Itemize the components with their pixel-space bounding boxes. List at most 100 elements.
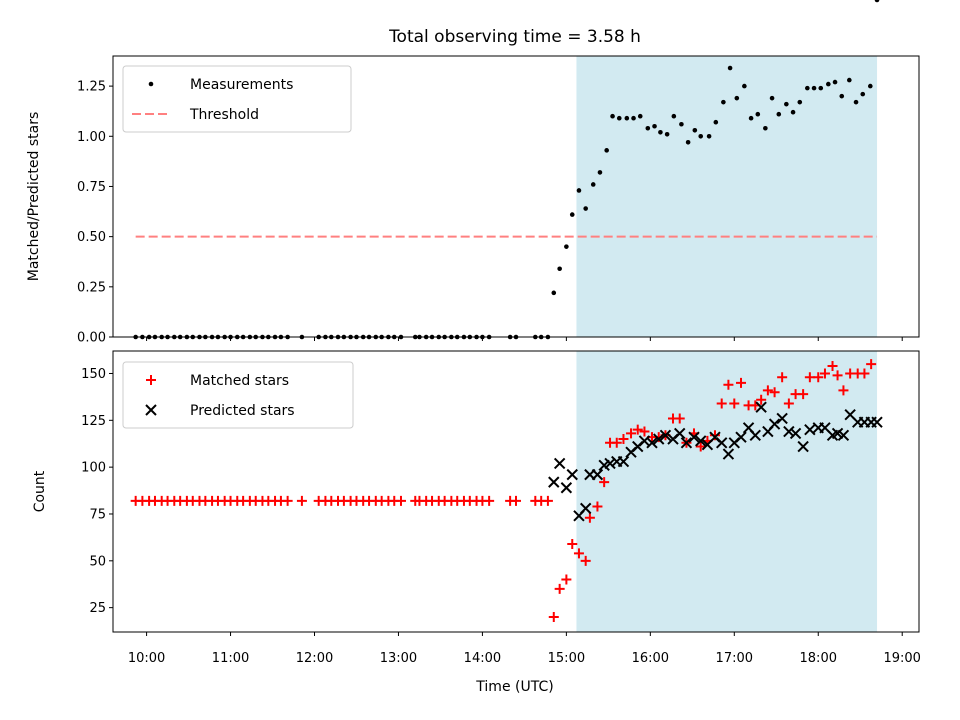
measurement-point [797,99,803,105]
y-tick-label: 0.50 [77,230,106,245]
x-tick-label: 16:00 [632,651,669,666]
matched-star-point [804,372,815,383]
predicted-star-point [755,401,767,413]
predicted-star-point [783,425,795,438]
matched-star-point [695,441,706,452]
predicted-star-point [688,431,700,443]
measurement-point [874,0,880,3]
y-tick-label: 1.25 [77,80,106,95]
predicted-star-point [548,476,560,488]
measurement-point [631,115,636,121]
measurement-point [790,109,796,115]
plot-frame [112,350,920,633]
matched-star-point [769,387,780,398]
measurement-point [551,290,557,296]
x-tick-label: 18:00 [800,651,837,666]
y-tick-label: 125 [81,414,106,429]
matched-star-point [653,432,664,443]
legend-label: Threshold [189,107,259,123]
matched-star-point [395,495,406,506]
matched-star-point [674,413,685,424]
y-tick-label: 100 [81,461,106,476]
measurement-point [742,83,747,89]
predicted-star-point [604,457,616,470]
predicted-star-point [560,482,573,494]
measurement-point [604,148,609,153]
legend-label: Measurements [190,77,293,93]
legend-marker [148,81,154,87]
matched-star-point [756,394,767,405]
measurement-point [597,170,603,175]
count-panel: 25 50 75 100 125 150 10:00 11:00 12:00 13:00 14:00… [32,351,921,666]
observing-window-span [576,56,878,337]
measurement-point [706,133,712,139]
measurement-point [658,129,663,135]
y-tick-label: 150 [81,367,106,382]
x-tick-label: 14:00 [464,651,501,666]
predicted-star-point [776,412,788,425]
measurement-point [860,91,866,97]
measurement-point [616,115,622,121]
matched-star-point [599,477,610,488]
legend-box [122,65,352,133]
y-tick-label: 0.00 [77,331,106,346]
predicted-star-point [566,468,578,481]
predicted-star-point [617,455,630,468]
matched-star-point [626,428,637,439]
y-tick-label: 1.00 [77,130,106,145]
matched-star-point [554,583,565,594]
measurement-point [637,113,643,119]
matched-star-point [542,495,553,506]
matched-star-point [813,372,824,383]
x-tick-label: 11:00 [212,651,249,666]
matched-star-point [511,495,521,506]
observing-window-span [576,351,878,632]
legend: Measurements Threshold [122,65,352,133]
measurement-point [826,81,831,87]
predicted-star-point [653,433,665,445]
matched-star-point [736,377,747,388]
matched-star-point [561,574,572,585]
measurement-point [868,83,873,89]
predicted-star-point [715,437,728,449]
matched-star-point [859,368,870,379]
measurement-point [685,140,691,145]
y-axis-label: Count [32,470,48,512]
x-tick-label: 19:00 [883,651,920,666]
legend-label: Predicted stars [190,403,295,419]
measurement-point [624,115,630,121]
measurement-point [564,244,569,249]
matched-star-point [729,398,740,409]
matched-star-point [832,370,843,381]
matched-star-point [819,368,830,379]
y-tick-label: 25 [89,601,106,616]
measurement-point [721,99,726,105]
predicted-star-point [768,418,781,430]
predicted-star-point [579,502,592,515]
x-tick-label: 17:00 [716,651,753,666]
x-tick-label: 12:00 [296,651,333,666]
measurement-point [664,131,670,137]
legend: Matched stars Predicted stars [122,361,354,429]
x-axis-label: Time (UTC) [475,679,553,695]
matched-star-point [723,379,734,390]
matched-star-point [632,424,643,435]
matched-star-point [838,385,849,396]
predicted-star-point [591,468,604,481]
series-matched-stars [131,359,877,623]
measurement-point [769,95,775,101]
legend-box [122,361,354,429]
measurement-point [748,115,754,121]
matched-star-point [573,548,584,559]
matched-star-point [639,426,650,437]
measurement-point [818,85,824,91]
measurement-point [713,119,719,125]
measurement-point [776,111,782,117]
measurement-point [847,77,852,83]
predicted-star-point [735,431,747,443]
measurement-point [671,113,677,119]
predicted-star-point [695,435,707,447]
measurement-point [784,101,789,107]
matched-star-point [783,398,794,409]
